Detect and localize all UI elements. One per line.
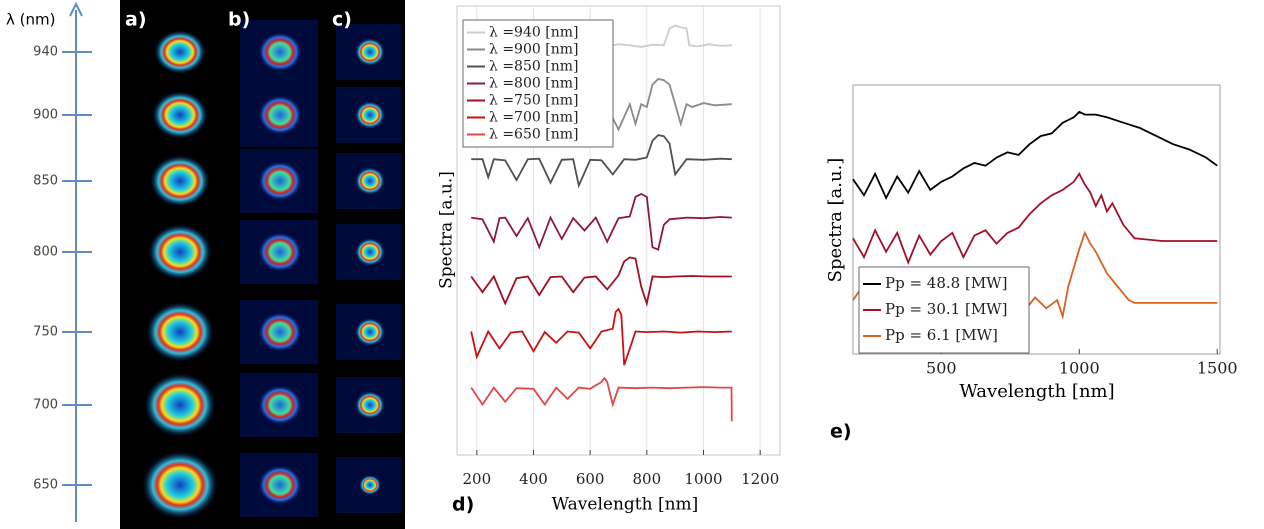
mode-image-a [144, 373, 216, 437]
x-axis-label: Wavelength [nm] [959, 381, 1114, 402]
legend-box [858, 266, 1030, 354]
mode-image-c [355, 318, 385, 346]
panel-label: d) [452, 494, 474, 516]
x-axis-label: Wavelength [nm] [552, 495, 699, 515]
panel-label: a) [125, 9, 147, 31]
mode-image-c [355, 167, 385, 195]
y-axis-label: Spectra [a.u.] [825, 158, 846, 283]
x-tick-label: 800 [633, 470, 662, 488]
mode-image-a [146, 302, 214, 362]
plot-area [852, 84, 1221, 355]
mode-image-b [258, 32, 302, 72]
mode-image-a [148, 224, 212, 280]
spectrum-line [470, 376, 733, 422]
legend-label: λ =750 [nm] [489, 93, 578, 109]
spectrum-line [470, 256, 732, 307]
spectrum-line [470, 307, 732, 366]
panel-label: b) [228, 9, 250, 31]
x-tick-label: 1500 [1197, 359, 1238, 378]
mode-image-b [258, 95, 302, 135]
x-tick-label: 1000 [684, 470, 722, 488]
x-tick-label: 1000 [1059, 359, 1100, 378]
legend-label: Pp = 48.8 [MW] [885, 274, 1007, 292]
x-tick-label: 500 [926, 359, 957, 378]
legend-label: λ =700 [nm] [489, 110, 578, 126]
y-axis-label: Spectra [a.u.] [437, 171, 457, 289]
wavelength-axis-label: λ (nm) [6, 11, 55, 29]
axis-tick-label: 940 [33, 45, 58, 60]
spectrum-line [852, 172, 1218, 265]
mode-image-b [258, 232, 302, 272]
spectrum-line [852, 110, 1218, 201]
spectrum-line [471, 134, 732, 189]
axis-tick-label: 700 [33, 398, 58, 413]
mode-image-c [355, 238, 385, 266]
axis-tick-label: 650 [33, 478, 58, 493]
mode-image-b [258, 385, 302, 425]
legend-label: λ =940 [nm] [489, 25, 578, 41]
x-tick-label: 200 [463, 470, 492, 488]
mode-image-b [258, 465, 302, 505]
axis-tick-label: 800 [33, 245, 58, 260]
legend-label: Pp = 6.1 [MW] [885, 326, 998, 344]
legend-label: λ =800 [nm] [489, 76, 578, 92]
panel-label: e) [830, 421, 852, 443]
spectrum-line [471, 78, 732, 132]
mode-image-c [355, 101, 385, 129]
legend-label: λ =650 [nm] [489, 127, 578, 143]
mode-image-a [142, 451, 218, 519]
axis-tick-label: 900 [33, 108, 58, 123]
spectrum-line [471, 192, 732, 251]
axis-tick-label: 850 [33, 174, 58, 189]
mode-image-c [359, 475, 381, 495]
x-tick-label: 400 [519, 470, 548, 488]
mode-image-a [152, 91, 208, 139]
legend-label: λ =850 [nm] [489, 59, 578, 75]
x-tick-label: 600 [576, 470, 605, 488]
legend-label: λ =900 [nm] [489, 42, 578, 58]
mode-image-c [355, 391, 385, 419]
panel-label: c) [332, 9, 352, 31]
legend-label: Pp = 30.1 [MW] [885, 300, 1007, 318]
mode-image-a [154, 30, 206, 74]
mode-images [142, 20, 402, 519]
mode-image-c [355, 38, 385, 66]
mode-image-b [258, 312, 302, 352]
mode-image-a [150, 155, 210, 207]
spectrum-line [595, 24, 732, 48]
axis-arrow [69, 1, 83, 17]
x-tick-label: 1200 [741, 470, 779, 488]
axis-tick-label: 750 [33, 325, 58, 340]
plot-area [456, 5, 781, 456]
legend-box [462, 19, 614, 148]
mode-image-b [258, 161, 302, 201]
